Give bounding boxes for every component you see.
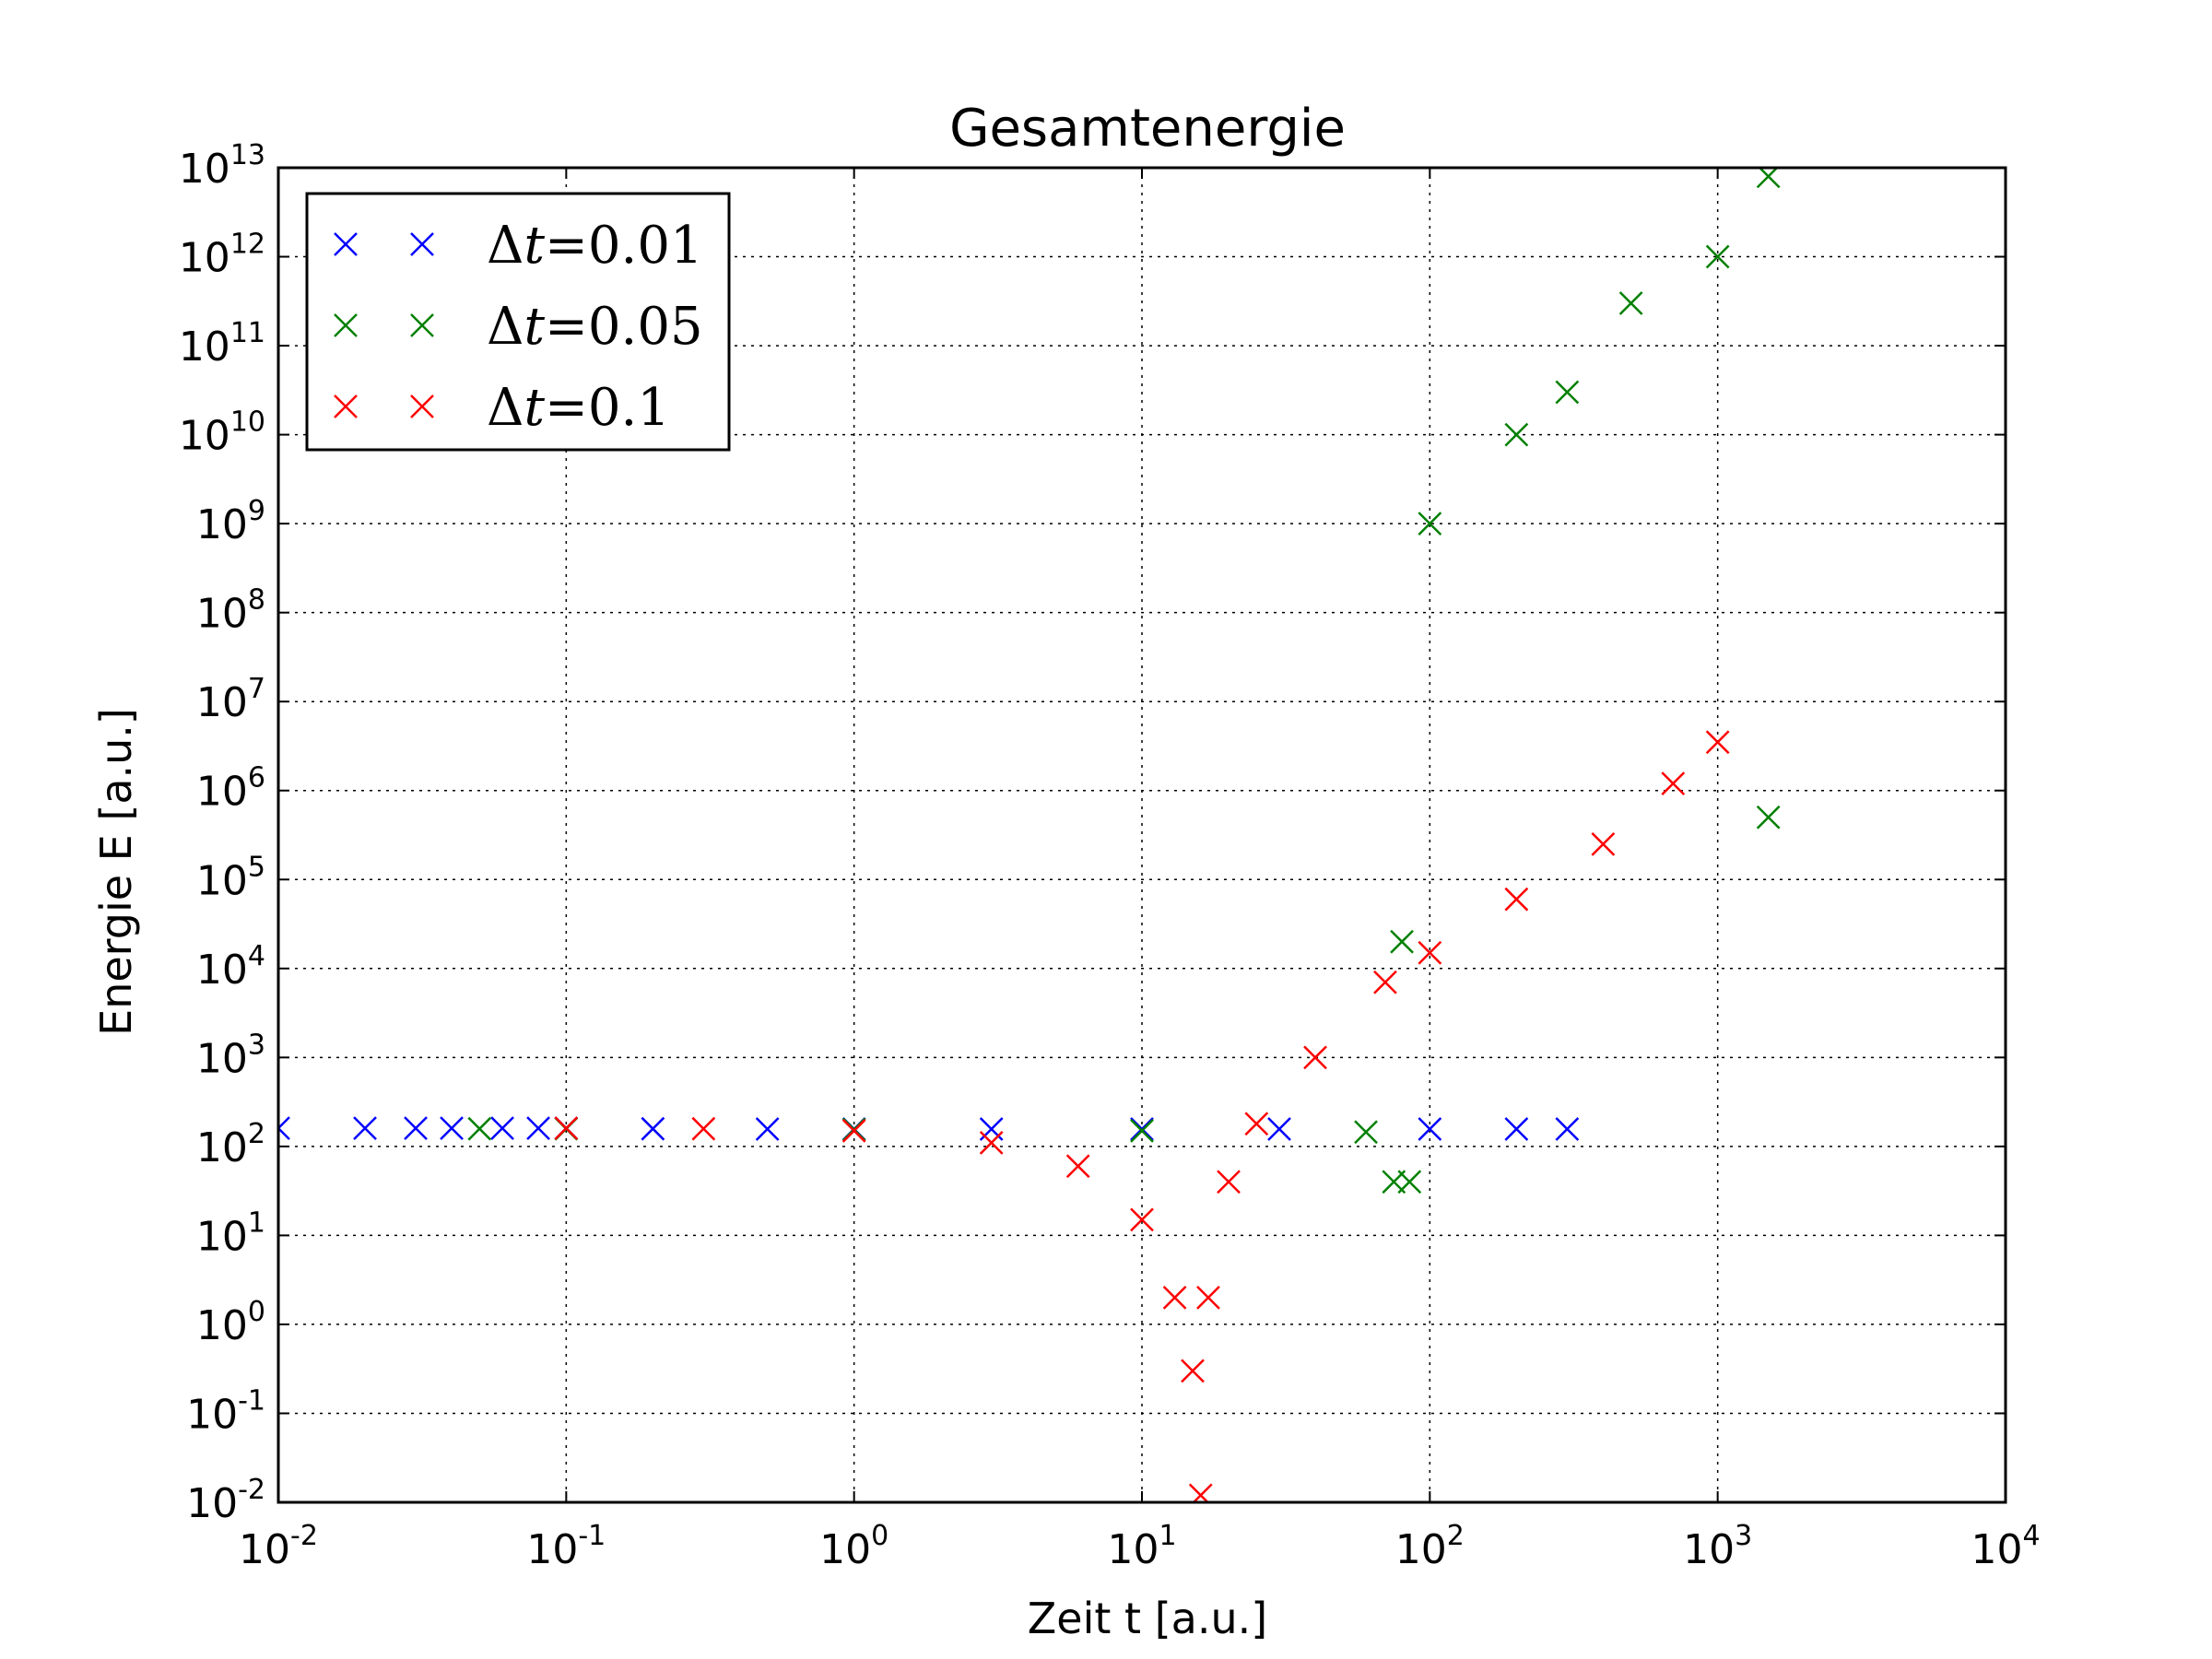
- data-point: [1618, 291, 1643, 315]
- data-point: [1418, 1117, 1442, 1141]
- y-tick-label: 100: [196, 1296, 265, 1349]
- legend-marker: [334, 394, 358, 418]
- legend-marker: [334, 313, 358, 337]
- y-tick-label: 10-2: [186, 1474, 265, 1527]
- y-tick-label: 103: [196, 1029, 265, 1082]
- data-point: [1373, 970, 1397, 994]
- y-axis-ticks: 10-2 10-1 100 101 102 103 104 105 106 107 108 109 10…: [179, 139, 2006, 1527]
- data-point: [1267, 1117, 1291, 1141]
- x-axis-ticks: 10-2 10-1 100 101 102 103 104: [239, 168, 2041, 1573]
- data-point: [1705, 730, 1730, 755]
- legend-box: [305, 192, 731, 452]
- data-point: [1504, 887, 1529, 912]
- data-point: [841, 1118, 866, 1143]
- data-point: [1555, 1117, 1580, 1141]
- series-0: [278, 1116, 1580, 1141]
- data-point: [1661, 771, 1686, 795]
- y-tick-label: 104: [196, 940, 265, 994]
- data-point: [1217, 1170, 1241, 1194]
- data-point: [979, 1130, 1004, 1155]
- legend: Δt=0.01 Δt=0.05 Δt=0.1: [305, 192, 731, 452]
- data-point: [1390, 929, 1414, 954]
- data-point: [1591, 831, 1616, 856]
- data-point: [1130, 1207, 1154, 1232]
- x-tick-label: 10-1: [526, 1520, 606, 1573]
- data-point: [1397, 1170, 1422, 1194]
- x-axis-label: Zeit t [a.u.]: [1028, 1594, 1267, 1643]
- y-tick-label: 1012: [179, 229, 265, 282]
- data-point: [1705, 244, 1730, 269]
- legend-marker: [410, 394, 434, 418]
- x-tick-label: 101: [1107, 1520, 1176, 1573]
- series-2: [554, 730, 1730, 1502]
- data-point: [979, 1117, 1004, 1141]
- data-point: [755, 1117, 780, 1141]
- data-point: [1162, 1285, 1187, 1310]
- y-tick-label: 108: [196, 584, 265, 638]
- data-point: [490, 1116, 514, 1141]
- y-tick-label: 1011: [179, 317, 265, 371]
- y-tick-label: 1013: [179, 139, 265, 193]
- data-point: [1065, 1154, 1090, 1179]
- x-tick-label: 104: [1971, 1520, 2040, 1573]
- data-point: [1504, 422, 1529, 447]
- data-point: [691, 1116, 716, 1141]
- x-tick-label: 102: [1395, 1520, 1465, 1573]
- data-point: [1756, 805, 1781, 830]
- legend-marker: [334, 232, 358, 256]
- data-point: [1130, 1118, 1154, 1143]
- data-point: [1303, 1045, 1327, 1070]
- y-tick-label: 107: [196, 673, 265, 726]
- data-point: [404, 1116, 428, 1141]
- data-point: [1555, 380, 1580, 405]
- data-point: [1418, 512, 1442, 536]
- grid-lines: [278, 168, 2006, 1502]
- data-point: [1196, 1285, 1220, 1310]
- x-tick-label: 10-2: [239, 1520, 318, 1573]
- legend-marker: [410, 232, 434, 256]
- y-tick-label: 106: [196, 762, 265, 816]
- y-tick-label: 105: [196, 851, 265, 904]
- y-tick-label: 10-1: [186, 1384, 265, 1438]
- plot-area: [278, 168, 1781, 1502]
- legend-marker: [410, 313, 434, 337]
- data-point: [467, 1116, 492, 1141]
- y-tick-label: 102: [196, 1118, 265, 1171]
- y-axis-label: Energie E [a.u.]: [91, 708, 141, 1036]
- legend-label: Δt=0.01: [487, 216, 703, 276]
- data-point: [1244, 1112, 1269, 1136]
- data-point: [1504, 1117, 1529, 1141]
- data-point: [440, 1116, 464, 1141]
- x-tick-label: 100: [819, 1520, 888, 1573]
- legend-label: Δt=0.05: [487, 297, 703, 357]
- data-point: [1188, 1483, 1213, 1502]
- data-point: [1418, 940, 1442, 965]
- data-point: [1181, 1359, 1205, 1383]
- data-point: [353, 1116, 377, 1141]
- legend-label: Δt=0.1: [487, 378, 670, 438]
- y-tick-label: 109: [196, 495, 265, 548]
- data-point: [1130, 1117, 1154, 1141]
- chart-title: Gesamtenergie: [949, 99, 1346, 159]
- data-point: [641, 1116, 665, 1141]
- data-point: [554, 1116, 579, 1141]
- x-tick-label: 103: [1683, 1520, 1752, 1573]
- data-point: [526, 1116, 550, 1141]
- y-tick-label: 101: [196, 1206, 265, 1260]
- data-point: [1354, 1120, 1378, 1145]
- y-tick-label: 1010: [179, 406, 265, 460]
- data-point: [278, 1116, 290, 1141]
